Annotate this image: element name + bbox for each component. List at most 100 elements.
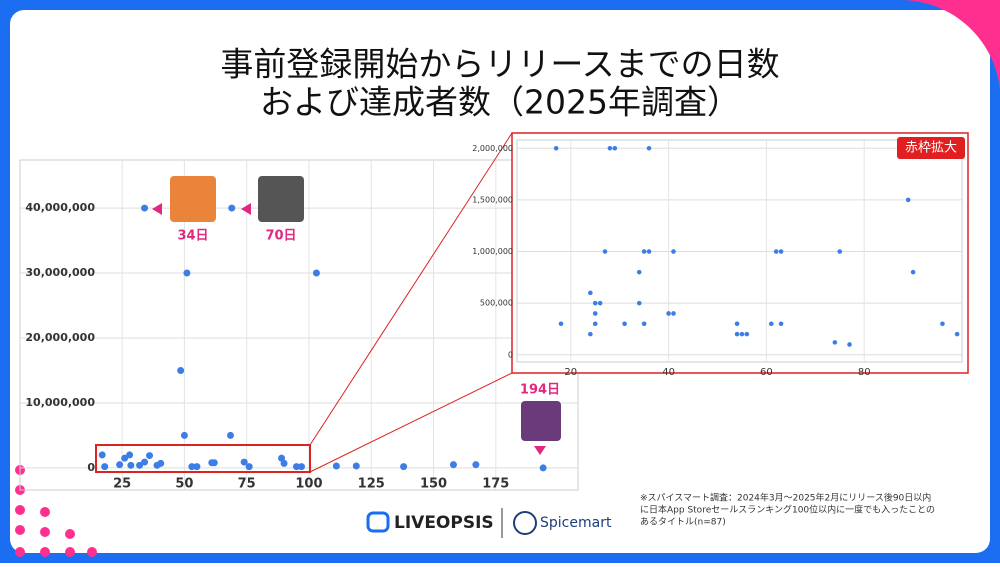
data-point [671, 249, 676, 254]
zoom-link [309, 132, 513, 446]
data-point [666, 311, 671, 316]
pointer [534, 446, 546, 455]
data-point [847, 342, 852, 347]
data-point [121, 454, 129, 462]
data-point [177, 366, 185, 374]
data-point [778, 321, 784, 327]
x-tick-label: 50 [175, 477, 193, 492]
logo-text: LIVEOPSIS [394, 513, 494, 533]
data-point [116, 461, 124, 469]
data-point [449, 461, 457, 469]
footnote: に日本App Storeセールスランキング100位以内に一度でも入ったことの [640, 504, 935, 516]
logo-icon [513, 511, 537, 535]
badge: 赤枠拡大 [905, 141, 957, 156]
data-point [671, 311, 676, 316]
data-point [558, 321, 564, 327]
data-point [188, 463, 196, 471]
data-point [352, 462, 360, 470]
data-point [592, 321, 598, 327]
zoom-link [309, 372, 513, 473]
data-point [245, 463, 253, 471]
data-point [734, 321, 740, 327]
data-point [602, 249, 608, 254]
data-point [588, 290, 593, 296]
data-point [228, 204, 236, 212]
data-point [646, 145, 652, 151]
y-tick-label: 20,000,000 [25, 331, 95, 344]
annotation: 70日 [265, 229, 296, 244]
x-tick-label: 40 [662, 367, 675, 378]
data-point [278, 454, 286, 462]
footnote: ※スパイスマート調査：2024年3月〜2025年2月にリリース後90日以内 [640, 492, 931, 504]
y-tick-label: 2,000,000 [472, 144, 513, 153]
x-tick-label: 175 [482, 477, 509, 492]
data-point [312, 269, 320, 277]
data-point [280, 459, 288, 467]
data-point [157, 459, 165, 467]
data-point [646, 249, 652, 254]
data-point [641, 321, 647, 327]
data-point [136, 461, 144, 469]
data-point [293, 463, 301, 471]
data-point [146, 452, 154, 460]
data-point [180, 431, 188, 439]
data-point [592, 311, 598, 316]
x-tick-label: 100 [295, 477, 322, 492]
title-line: および達成者数（2025年調査） [260, 83, 740, 122]
game-icon [170, 176, 216, 222]
data-point [597, 300, 603, 306]
y-tick-label: 500,000 [480, 299, 513, 308]
data-point [141, 204, 149, 212]
data-point [940, 321, 945, 327]
x-tick-label: 150 [420, 477, 447, 492]
data-point [183, 269, 191, 277]
data-point [768, 321, 774, 327]
pointer [241, 203, 251, 215]
data-point [297, 463, 305, 471]
data-point [641, 249, 647, 254]
y-tick-label: 40,000,000 [25, 201, 95, 214]
corner-arc [900, 0, 1000, 110]
x-tick-label: 25 [113, 477, 131, 492]
data-point [127, 461, 135, 469]
data-point [332, 462, 340, 470]
zoom-frame [95, 444, 311, 473]
data-point [837, 249, 843, 254]
annotation: 194日 [520, 383, 560, 398]
annotation: 34日 [177, 229, 208, 244]
logo-text: Spicemart [540, 515, 612, 531]
game-icon [521, 401, 561, 441]
data-point [226, 431, 234, 439]
data-point [905, 197, 911, 203]
badge-bg [897, 137, 965, 159]
y-tick-label: 10,000,000 [25, 396, 95, 409]
data-point [400, 463, 408, 471]
data-point [141, 458, 149, 466]
data-point [832, 340, 838, 345]
data-point [636, 269, 642, 275]
footnote: あるタイトル(n=87) [640, 517, 726, 528]
data-point [193, 463, 201, 471]
plot-area [516, 139, 963, 363]
data-point [607, 145, 613, 151]
data-point [539, 464, 547, 472]
data-point [778, 249, 784, 254]
data-point [910, 269, 916, 275]
data-point [553, 145, 559, 151]
x-tick-label: 20 [564, 367, 577, 378]
y-tick-label: 30,000,000 [25, 266, 95, 279]
y-tick-label: 1,000,000 [472, 247, 513, 256]
data-point [588, 331, 593, 337]
data-point [622, 321, 627, 327]
title-line: 事前登録開始からリリースまでの日数 [220, 45, 779, 84]
x-tick-label: 75 [238, 477, 256, 492]
y-tick-label: 0 [508, 350, 513, 359]
data-point [592, 300, 598, 306]
x-tick-label: 125 [358, 477, 385, 492]
y-tick-label: 0 [87, 461, 95, 474]
data-point [240, 458, 248, 466]
x-tick-label: 80 [858, 367, 871, 378]
zoom-box [511, 132, 969, 374]
data-point [773, 249, 779, 254]
